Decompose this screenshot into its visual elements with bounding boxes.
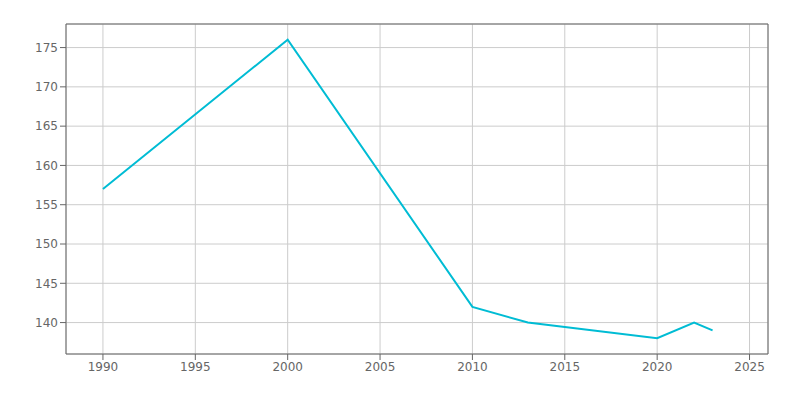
svg-text:2005: 2005	[365, 360, 396, 374]
svg-text:1990: 1990	[88, 360, 119, 374]
svg-text:140: 140	[35, 316, 58, 330]
svg-text:150: 150	[35, 237, 58, 251]
svg-text:155: 155	[35, 198, 58, 212]
svg-text:2015: 2015	[550, 360, 581, 374]
svg-text:145: 145	[35, 277, 58, 291]
svg-text:1995: 1995	[180, 360, 211, 374]
svg-text:2025: 2025	[734, 360, 765, 374]
svg-text:175: 175	[35, 41, 58, 55]
svg-text:2000: 2000	[272, 360, 303, 374]
svg-text:2010: 2010	[457, 360, 488, 374]
svg-text:165: 165	[35, 119, 58, 133]
svg-text:160: 160	[35, 159, 58, 173]
svg-text:2020: 2020	[642, 360, 673, 374]
svg-text:170: 170	[35, 80, 58, 94]
